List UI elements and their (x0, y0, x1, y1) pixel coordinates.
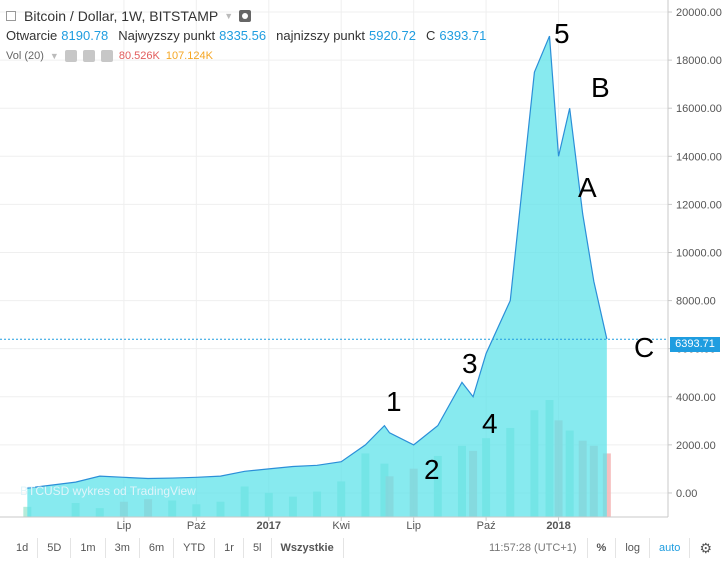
percent-toggle[interactable]: % (586, 538, 617, 558)
time-axis-label: Lip (406, 520, 421, 532)
price-area-line (27, 35, 608, 489)
price-axis-label: 4000.00 (676, 392, 716, 404)
legend: Bitcoin / Dollar, 1W, BITSTAMP ▼ Otwarci… (6, 6, 486, 66)
price-axis-label: 18000.00 (676, 55, 722, 67)
range-5y-button[interactable]: 5l (244, 538, 272, 558)
legend-volume-row: Vol (20) ▼ 80.526K 107.124K (6, 46, 486, 66)
auto-toggle[interactable]: auto (650, 538, 691, 558)
eye-icon[interactable] (239, 10, 252, 22)
price-chart[interactable]: 0.002000.004000.006000.008000.0010000.00… (0, 0, 726, 532)
open-value: 8190.78 (61, 28, 109, 43)
symbol-title: Bitcoin / Dollar, 1W, BITSTAMP (24, 8, 219, 24)
open-label: Otwarcie (6, 28, 58, 43)
high-label: Najwyzszy punkt (118, 28, 216, 43)
wave-label-b: B (591, 72, 610, 103)
range-5d-button[interactable]: 5D (38, 538, 72, 558)
range-1m-button[interactable]: 1m (71, 538, 106, 558)
clock-time[interactable]: 11:57:28 (UTC+1) (489, 542, 577, 554)
low-value: 5920.72 (369, 28, 416, 43)
gear-icon[interactable]: ⚙ (699, 540, 712, 556)
time-axis-label: Lip (117, 520, 132, 532)
time-axis-label: 2017 (257, 520, 281, 532)
legend-title-row: Bitcoin / Dollar, 1W, BITSTAMP ▼ (6, 6, 486, 26)
price-axis-label: 12000.00 (676, 199, 722, 211)
settings-icon[interactable] (82, 50, 95, 62)
range-1d-button[interactable]: 1d (0, 538, 39, 558)
wave-label-3: 3 (462, 348, 478, 379)
wave-label-c: C (634, 332, 655, 363)
wave-label-2: 2 (424, 454, 440, 485)
wave-label-1: 1 (386, 386, 402, 417)
legend-ohlc-row: Otwarcie 8190.78 Najwyzszy punkt 8335.56… (6, 26, 486, 46)
range-ytd-button[interactable]: YTD (174, 538, 216, 558)
wave-label-5: 5 (554, 18, 570, 49)
price-area (27, 35, 608, 518)
close-icon[interactable] (100, 50, 113, 62)
high-value: 8335.56 (219, 28, 267, 43)
eye-icon[interactable] (64, 50, 77, 62)
current-price-tag: 6393.71 (670, 337, 720, 352)
time-axis-label: 2018 (546, 520, 570, 532)
price-axis-label: 16000.00 (676, 103, 722, 115)
range-1y-button[interactable]: 1r (215, 538, 244, 558)
wave-label-4: 4 (482, 408, 498, 439)
price-axis-label: 10000.00 (676, 247, 722, 259)
price-axis-label: 2000.00 (676, 440, 716, 452)
close-label: C (426, 28, 436, 43)
low-label: najnizszy punkt (276, 28, 365, 43)
price-axis-label: 20000.00 (676, 7, 722, 19)
price-axis-label: 0.00 (676, 488, 697, 500)
volume-value-2: 107.124K (165, 50, 213, 62)
price-axis[interactable]: 0.002000.004000.006000.008000.0010000.00… (668, 7, 722, 500)
time-axis-label: Kwi (332, 520, 350, 532)
bottom-toolbar: 1d 5D 1m 3m 6m YTD 1r 5l Wszystkie 11:57… (0, 532, 726, 564)
range-3m-button[interactable]: 3m (106, 538, 140, 558)
close-value: 6393.71 (439, 28, 487, 43)
chevron-down-icon[interactable]: ▼ (49, 51, 59, 61)
log-toggle[interactable]: log (616, 538, 651, 558)
price-area-fill (27, 36, 607, 518)
volume-label: Vol (20) (6, 50, 44, 62)
range-6m-button[interactable]: 6m (140, 538, 175, 558)
price-axis-label: 14000.00 (676, 151, 722, 163)
volume-value-1: 80.526K (118, 50, 160, 62)
time-axis-label: Paź (477, 520, 496, 532)
chevron-down-icon[interactable]: ▼ (224, 11, 234, 21)
watermark: BTCUSD wykres od TradingView (20, 484, 196, 498)
price-axis-label: 8000.00 (676, 296, 716, 308)
collapse-checkbox-icon[interactable] (6, 11, 16, 21)
range-all-button[interactable]: Wszystkie (272, 538, 344, 558)
time-axis[interactable]: Lip Paź 2017 Kwi Lip Paź 2018 (117, 517, 571, 532)
time-axis-label: Paź (187, 520, 206, 532)
wave-label-a: A (578, 172, 597, 203)
